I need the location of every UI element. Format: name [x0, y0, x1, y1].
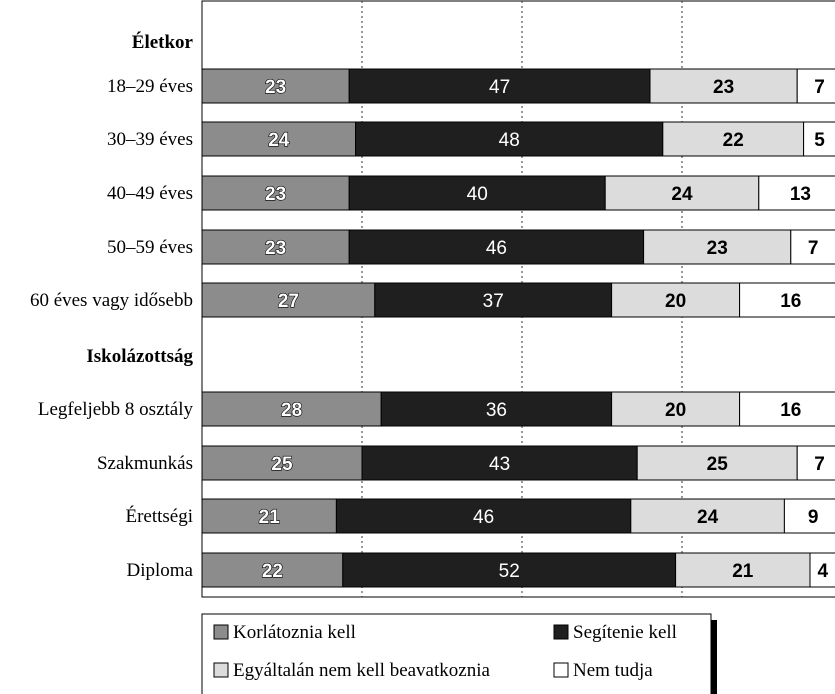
bar-segment-1 — [201, 445, 363, 481]
bar-segment-4 — [809, 552, 835, 588]
data-label-2: 40 — [467, 184, 488, 205]
data-label-2: 36 — [486, 400, 507, 421]
data-label-1: 25 — [271, 454, 293, 475]
data-label-1: 22 — [262, 561, 283, 582]
group-label-0: Életkor — [132, 31, 194, 53]
legend-label-2: Segítenie kell — [573, 622, 677, 643]
bar-segment-1 — [201, 229, 350, 265]
data-label-3: 25 — [707, 454, 729, 475]
data-label-2: 46 — [486, 238, 507, 259]
bar-segment-2 — [348, 175, 606, 211]
category-label: 50–59 éves — [107, 237, 193, 258]
bar-segment-2 — [348, 229, 645, 265]
bar-segment-4 — [803, 121, 835, 157]
data-label-3: 23 — [713, 77, 734, 98]
data-label-4: 9 — [808, 507, 819, 528]
category-label: 30–39 éves — [107, 129, 193, 150]
data-label-1: 23 — [265, 238, 286, 259]
data-label-4: 7 — [814, 454, 825, 475]
bar-segment-1 — [201, 498, 337, 534]
bar-segment-3 — [649, 68, 798, 104]
data-label-1: 28 — [281, 400, 302, 421]
legend-swatch-3 — [213, 662, 229, 678]
category-label: Érettségi — [125, 505, 193, 527]
data-label-1: 21 — [259, 507, 281, 528]
data-label-2: 52 — [499, 561, 520, 582]
bar-segment-4 — [739, 391, 835, 427]
data-label-1: 23 — [265, 77, 286, 98]
data-label-4: 4 — [818, 561, 829, 582]
data-label-3: 24 — [671, 184, 693, 205]
data-label-4: 7 — [808, 238, 819, 259]
category-label: 40–49 éves — [107, 183, 193, 204]
data-label-4: 16 — [780, 291, 801, 312]
bar-segment-4 — [790, 229, 835, 265]
category-label: Diploma — [127, 560, 194, 581]
bar-segment-1 — [201, 552, 344, 588]
data-label-4: 5 — [814, 130, 825, 151]
legend-shadow — [711, 620, 717, 694]
data-label-2: 46 — [473, 507, 494, 528]
bar-segment-2 — [335, 498, 632, 534]
bar-segment-3 — [611, 391, 741, 427]
bar-segment-4 — [758, 175, 835, 211]
bar-segment-2 — [374, 282, 613, 318]
data-label-3: 22 — [723, 130, 744, 151]
legend-swatch-2 — [553, 624, 569, 640]
bar-segment-4 — [783, 498, 835, 534]
data-label-1: 27 — [278, 291, 299, 312]
legend-label-3: Egyáltalán nem kell beavatkoznia — [233, 660, 490, 681]
gridlines — [361, 1, 683, 597]
data-label-4: 16 — [780, 400, 801, 421]
data-label-2: 37 — [483, 291, 504, 312]
category-label: 60 éves vagy idősebb — [30, 290, 193, 311]
bar-segment-1 — [201, 175, 350, 211]
data-label-1: 24 — [268, 130, 290, 151]
bar-segment-1 — [201, 68, 350, 104]
data-label-4: 7 — [814, 77, 825, 98]
legend: Korlátoznia kell Segítenie kell Egyáltalán… — [201, 613, 717, 694]
bar-segment-3 — [675, 552, 811, 588]
data-label-3: 21 — [732, 561, 754, 582]
bar-segment-2 — [355, 121, 664, 157]
bar-segment-1 — [201, 121, 357, 157]
group-label-1: Iskolázottság — [86, 346, 193, 367]
bar-segment-4 — [796, 445, 835, 481]
data-label-3: 20 — [665, 291, 686, 312]
bar-segment-3 — [604, 175, 760, 211]
legend-swatch-1 — [213, 624, 229, 640]
data-label-3: 23 — [707, 238, 728, 259]
bar-segment-2 — [348, 68, 651, 104]
bar-segment-1 — [201, 282, 376, 318]
category-label: 18–29 éves — [107, 76, 193, 97]
bar-segment-3 — [636, 445, 798, 481]
data-label-1: 23 — [265, 184, 286, 205]
bar-segment-3 — [662, 121, 805, 157]
data-label-2: 43 — [489, 454, 510, 475]
category-label: Legfeljebb 8 osztály — [38, 399, 194, 420]
bar-segment-3 — [630, 498, 785, 534]
data-label-2: 47 — [489, 77, 510, 98]
data-label-2: 48 — [499, 130, 520, 151]
bar-segment-3 — [643, 229, 792, 265]
legend-label-1: Korlátoznia kell — [233, 622, 356, 643]
category-label: Szakmunkás — [97, 453, 193, 474]
bar-segment-2 — [342, 552, 677, 588]
legend-label-4: Nem tudja — [573, 660, 653, 681]
legend-swatch-4 — [553, 662, 569, 678]
data-label-4: 13 — [790, 184, 811, 205]
data-label-3: 20 — [665, 400, 686, 421]
bar-segment-4 — [739, 282, 835, 318]
bar-segment-3 — [611, 282, 741, 318]
bar-segment-1 — [201, 391, 382, 427]
data-label-3: 24 — [697, 507, 719, 528]
bar-segment-4 — [796, 68, 835, 104]
